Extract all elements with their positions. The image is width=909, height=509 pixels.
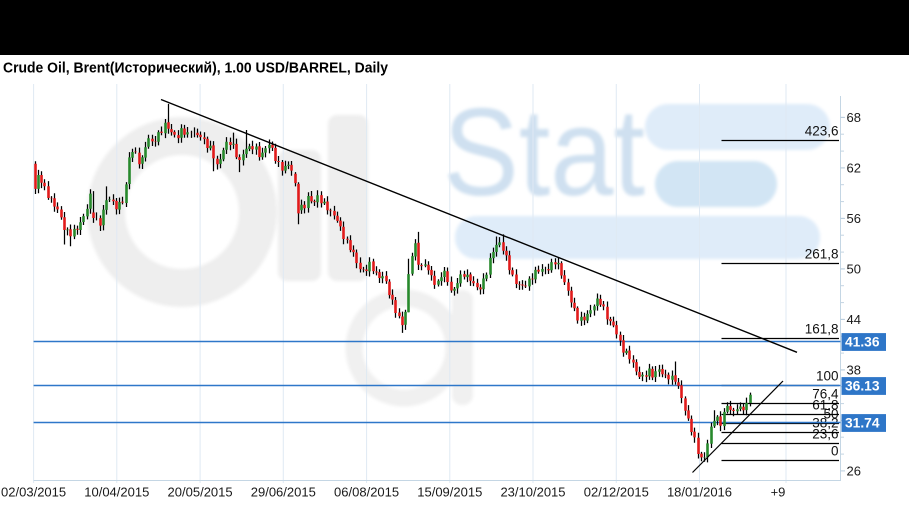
svg-text:18/01/2016: 18/01/2016 [667, 485, 732, 500]
svg-text:10/04/2015: 10/04/2015 [84, 485, 149, 500]
svg-text:41.36: 41.36 [845, 335, 880, 350]
svg-text:20/05/2015: 20/05/2015 [168, 485, 233, 500]
svg-text:68: 68 [847, 110, 861, 125]
svg-text:0: 0 [831, 443, 839, 458]
svg-text:29/06/2015: 29/06/2015 [251, 485, 316, 500]
svg-text:26: 26 [847, 464, 861, 479]
svg-text:100: 100 [816, 368, 839, 383]
svg-text:50: 50 [823, 406, 838, 421]
svg-text:423,6: 423,6 [805, 123, 839, 138]
svg-text:Crude Oil, Brent(Исторический): Crude Oil, Brent(Исторический), 1.00 USD… [3, 61, 388, 77]
svg-text:02/03/2015: 02/03/2015 [1, 485, 66, 500]
svg-text:Stat: Stat [443, 84, 645, 222]
svg-text:76,4: 76,4 [812, 386, 839, 401]
svg-text:56: 56 [847, 211, 861, 226]
svg-text:38: 38 [847, 363, 861, 378]
svg-text:50: 50 [847, 262, 861, 277]
svg-text:61,8: 61,8 [812, 397, 838, 412]
svg-text:261,8: 261,8 [805, 246, 839, 261]
svg-text:+9: +9 [771, 485, 786, 500]
svg-text:23/10/2015: 23/10/2015 [500, 485, 565, 500]
svg-text:44: 44 [847, 312, 861, 327]
svg-text:62: 62 [847, 161, 861, 176]
svg-text:36.13: 36.13 [845, 379, 880, 394]
svg-text:23,6: 23,6 [812, 426, 838, 441]
svg-text:161,8: 161,8 [805, 321, 839, 336]
svg-text:31.74: 31.74 [845, 416, 880, 431]
svg-text:06/08/2015: 06/08/2015 [334, 485, 399, 500]
svg-text:15/09/2015: 15/09/2015 [417, 485, 482, 500]
svg-text:02/12/2015: 02/12/2015 [584, 485, 649, 500]
